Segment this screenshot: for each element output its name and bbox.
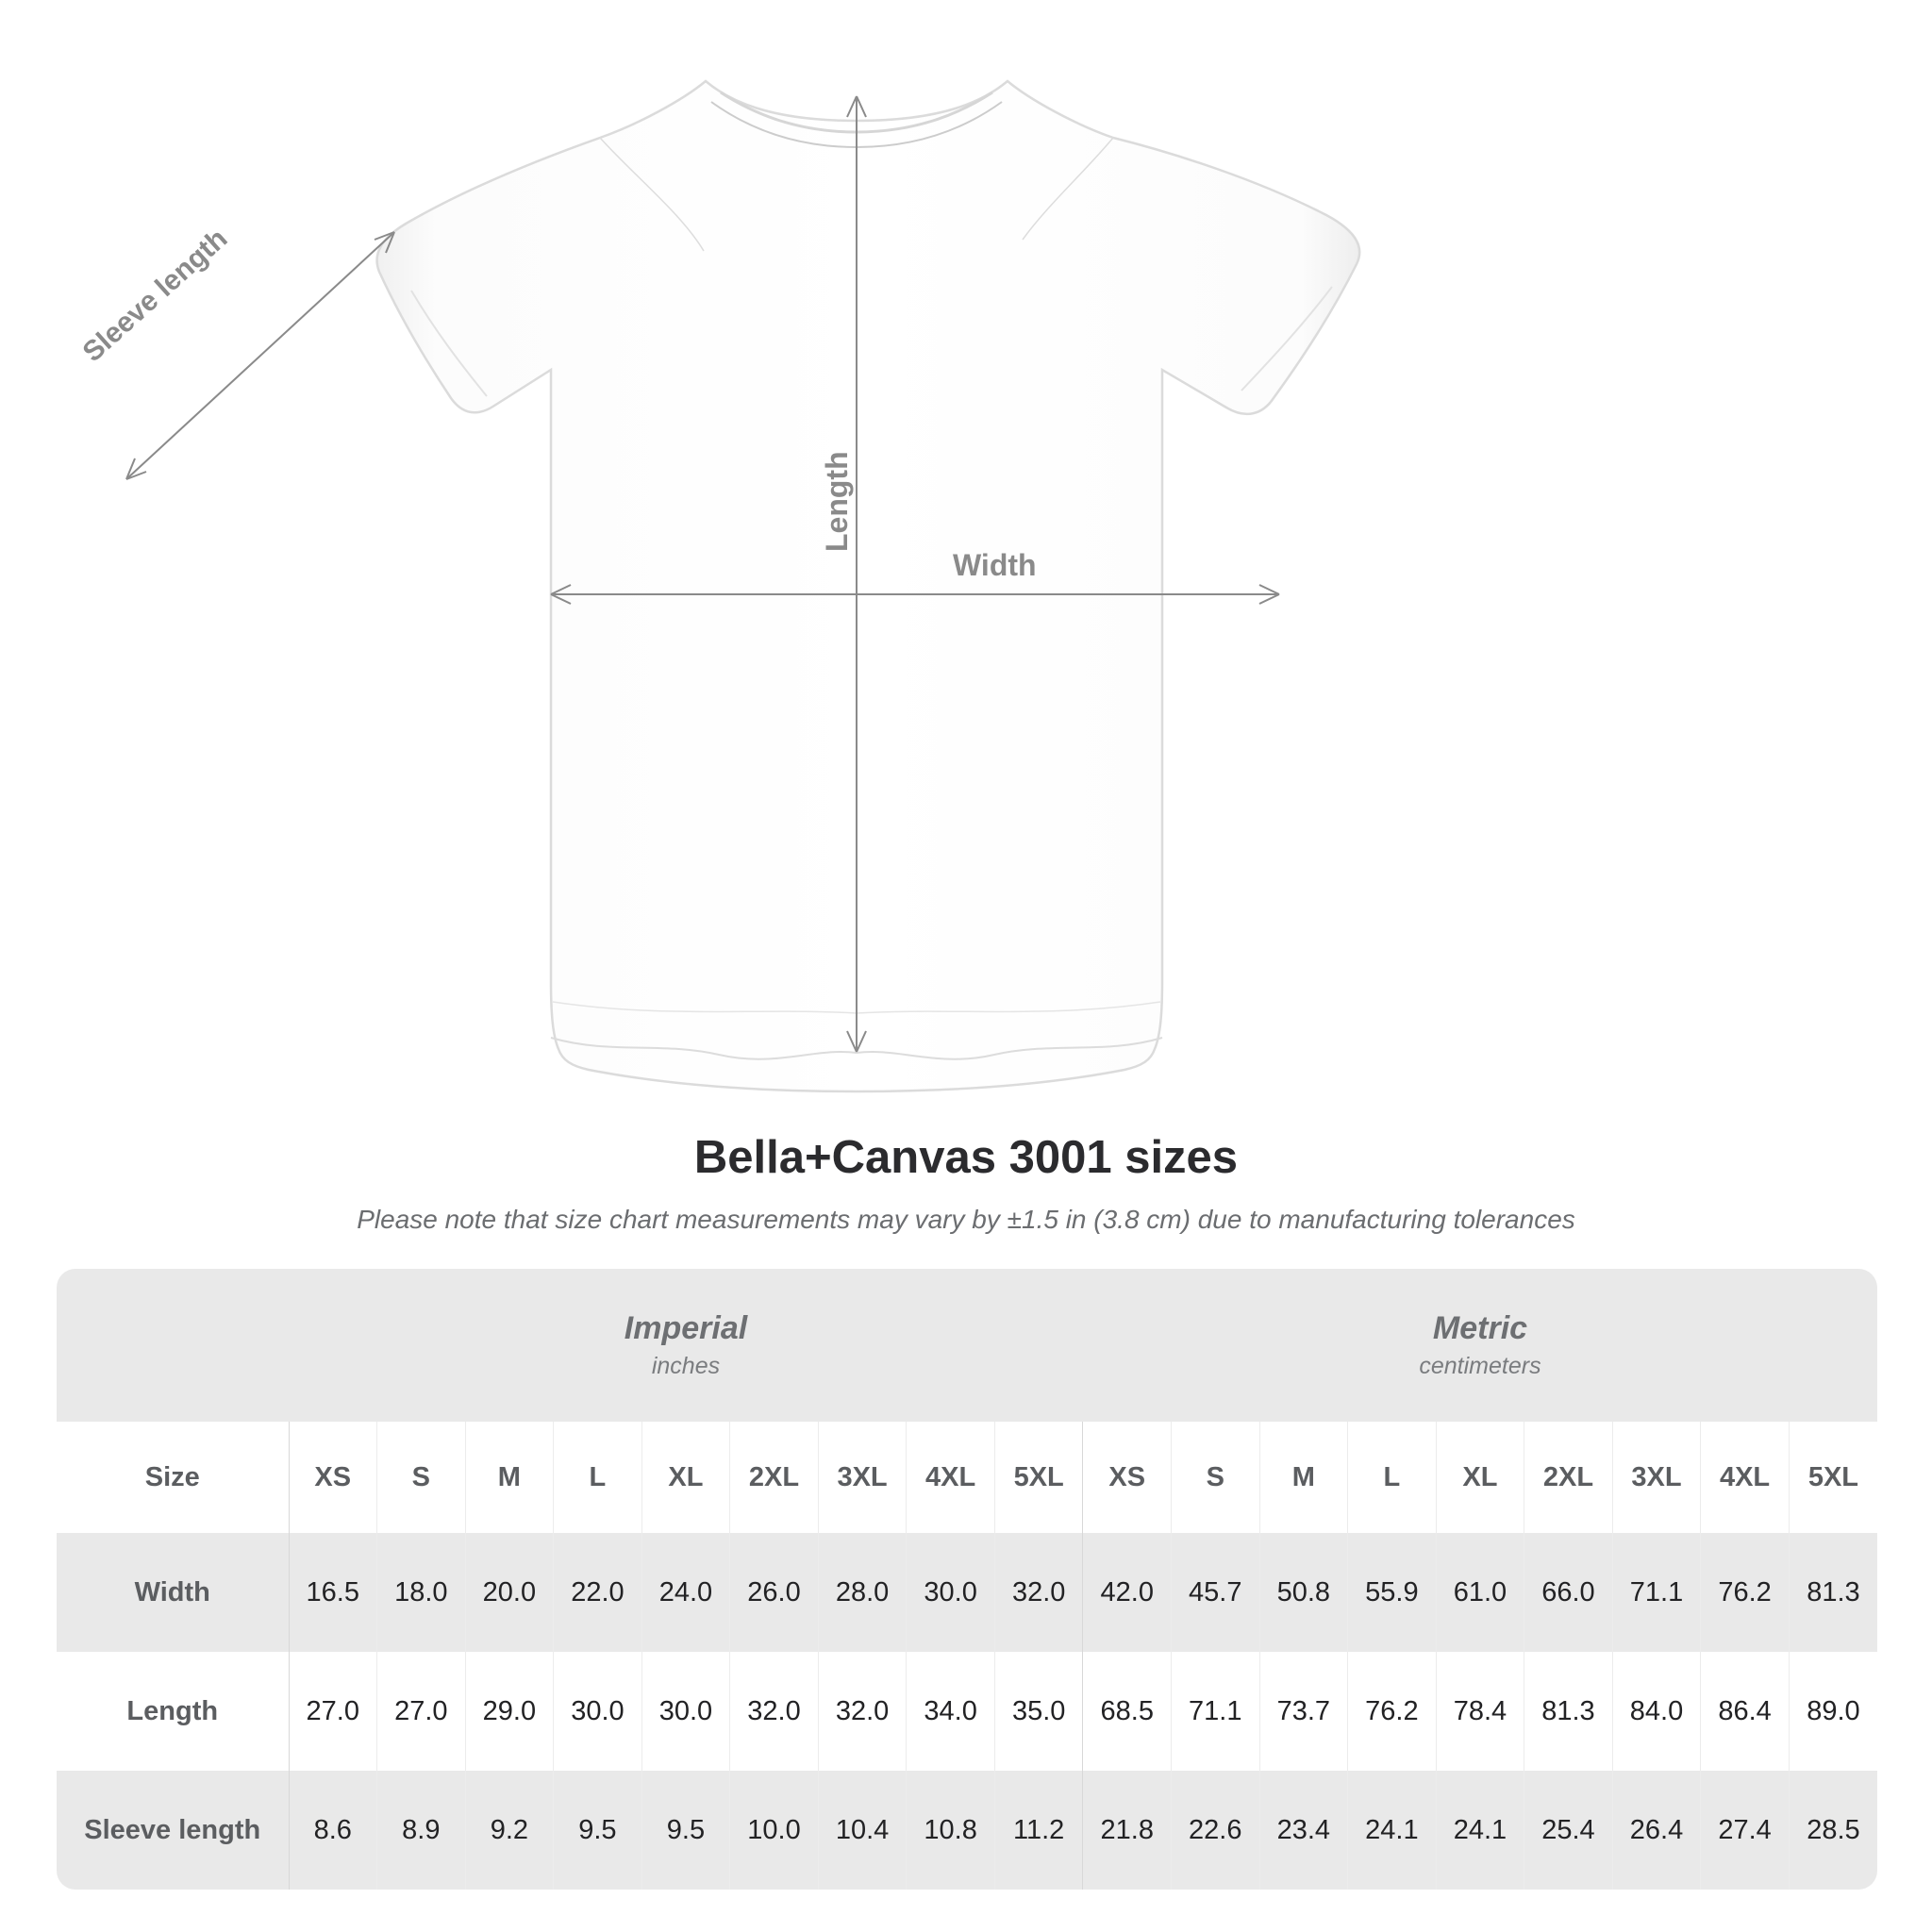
svg-text:Width: Width [953,548,1037,582]
svg-text:Sleeve length: Sleeve length [77,223,234,368]
svg-text:Length: Length [820,451,854,552]
